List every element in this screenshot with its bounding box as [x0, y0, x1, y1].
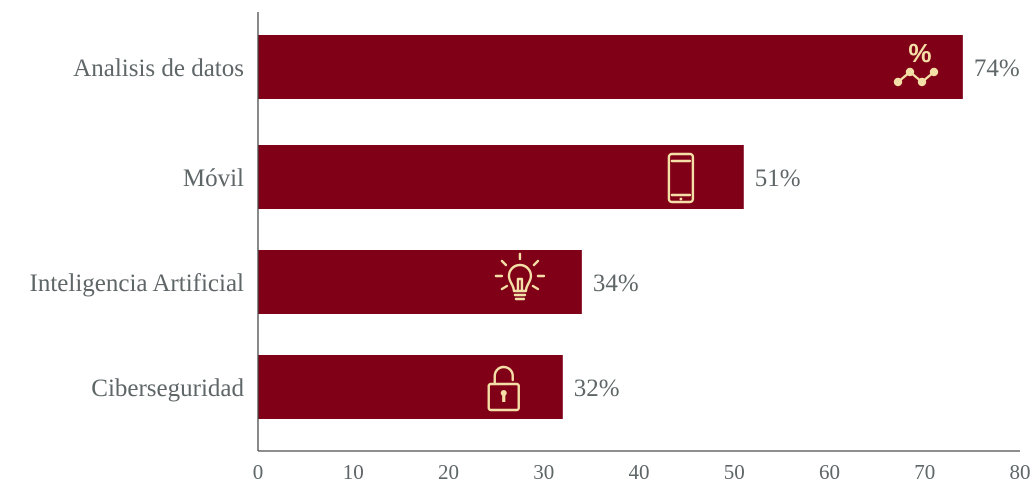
bar-3 [258, 250, 582, 314]
bar-4 [258, 355, 563, 419]
svg-text:%: % [908, 38, 931, 68]
category-label: Inteligencia Artificial [30, 270, 245, 297]
x-tick-label: 70 [914, 460, 935, 484]
category-label: Móvil [183, 165, 244, 192]
percent-chart-icon: % [893, 38, 939, 87]
axes-group [257, 12, 1020, 452]
labels-group: Analisis de datos 74% Móvil 51% Inteligencia… [30, 55, 1020, 402]
x-tick-label: 40 [629, 460, 650, 484]
smartphone-icon [667, 152, 695, 204]
value-label: 34% [593, 270, 639, 297]
category-label: Analisis de datos [73, 55, 244, 82]
value-label: 51% [755, 165, 801, 192]
bar-1 [258, 35, 963, 99]
lightbulb-icon [494, 252, 546, 301]
value-label: 74% [974, 55, 1020, 82]
bars-group [258, 35, 963, 419]
x-tick-label: 60 [819, 460, 840, 484]
x-tick-label: 0 [253, 460, 264, 484]
icons-group: % [487, 38, 939, 412]
padlock-icon [487, 365, 520, 412]
x-tick-label: 50 [724, 460, 745, 484]
x-tick-label: 10 [343, 460, 364, 484]
bar-2 [258, 145, 744, 209]
x-tick-label: 80 [1010, 460, 1031, 484]
x-tick-label: 30 [533, 460, 554, 484]
value-label: 32% [574, 375, 620, 402]
x-tick-label: 20 [438, 460, 459, 484]
x-ticks-group: 0 10 20 30 40 50 60 70 80 [253, 460, 1031, 484]
category-label: Ciberseguridad [91, 375, 244, 402]
